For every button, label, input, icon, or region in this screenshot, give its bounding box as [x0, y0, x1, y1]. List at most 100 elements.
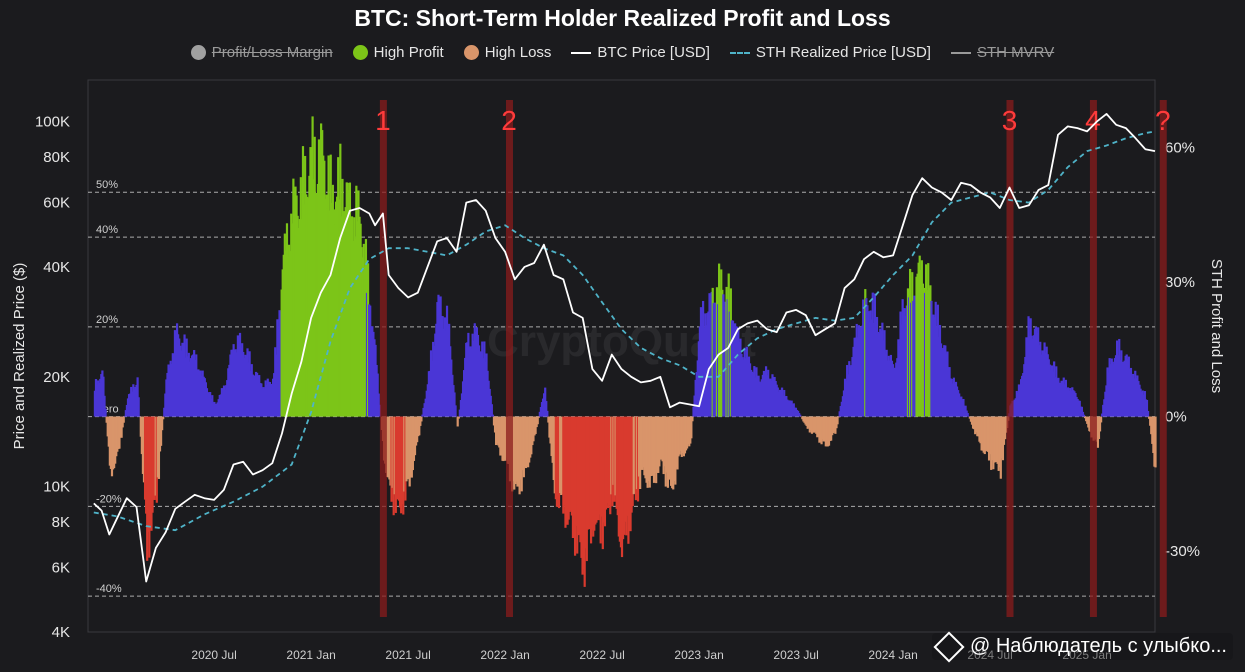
pl-margin-bar — [453, 392, 456, 417]
legend-label: Profit/Loss Margin — [211, 44, 333, 61]
pl-margin-bar — [137, 397, 140, 417]
percent-gridline-label: 40% — [96, 224, 118, 236]
legend-line-icon — [571, 51, 592, 54]
pl-margin-bar — [104, 408, 107, 417]
pl-margin-bar — [545, 401, 548, 417]
event-marker-band — [379, 100, 387, 617]
pl-margin-bar — [456, 416, 459, 427]
x-tick-label: 2021 Jan — [286, 648, 335, 662]
source-watermark: @ Наблюдатель с улыбко... — [932, 630, 1233, 663]
event-marker-label: ? — [1155, 105, 1171, 136]
percent-gridline-label: -40% — [96, 583, 122, 595]
pl-margin-bar — [136, 377, 139, 417]
pl-margin-bar — [122, 416, 125, 423]
pl-margin-bar — [1082, 414, 1086, 417]
pl-margin-bar — [378, 404, 381, 417]
pl-margin-bar — [690, 416, 693, 439]
y-left-tick-label: 100K — [35, 114, 70, 131]
pl-margin-bar — [966, 413, 969, 417]
pl-margin-bar — [836, 416, 839, 425]
legend-item-sth-realized[interactable]: STH Realized Price [USD] — [729, 44, 931, 61]
legend-label: BTC Price [USD] — [597, 44, 710, 61]
watermark-text: @ Наблюдатель с улыбко... — [970, 635, 1227, 657]
pl-margin-bar — [536, 416, 539, 425]
y-right-axis-title: STH Profit and Loss — [1208, 259, 1225, 393]
legend-label: High Loss — [484, 44, 552, 61]
pl-margin-bar — [161, 416, 164, 431]
pl-margin-bar — [457, 416, 460, 419]
y-right-tick-label: -30% — [1165, 543, 1200, 560]
pl-margin-bar — [546, 410, 549, 417]
percent-gridline-label: -20% — [96, 493, 122, 505]
legend-dash-icon — [729, 51, 750, 54]
x-tick-label: 2021 Jul — [385, 648, 430, 662]
y-right-tick-label: 30% — [1165, 274, 1195, 291]
legend-item-sth-mvrv[interactable]: STH MVRV — [950, 44, 1055, 61]
y-left-tick-label: 20K — [43, 369, 70, 386]
event-marker-label: 1 — [375, 105, 391, 136]
legend-line-icon — [950, 51, 971, 54]
y-left-tick-label: 80K — [43, 149, 70, 166]
legend-item-high-profit[interactable]: High Profit — [352, 44, 444, 61]
x-tick-label: 2025 Jan — [1062, 648, 1111, 662]
x-tick-label: 2023 Jan — [674, 648, 723, 662]
pl-margin-bar — [162, 416, 165, 420]
pl-margin-bar — [1098, 416, 1102, 432]
pl-margin-bar — [1146, 411, 1150, 417]
y-left-tick-label: 8K — [52, 514, 70, 531]
legend-label: STH Realized Price [USD] — [755, 44, 931, 61]
y-left-tick-label: 60K — [43, 195, 70, 212]
btc-price-line — [93, 113, 1156, 583]
legend-label: High Profit — [373, 44, 444, 61]
pl-margin-bar — [1154, 416, 1157, 468]
pl-margin-bar — [1145, 399, 1149, 417]
y-right-tick-label: 60% — [1165, 139, 1195, 156]
pl-margin-bar — [1100, 416, 1103, 423]
pl-margin-bar — [691, 416, 694, 422]
event-marker-band — [1089, 100, 1097, 617]
x-tick-label: 2022 Jan — [480, 648, 529, 662]
percent-gridline-label: 20% — [96, 314, 118, 326]
y-left-tick-label: 40K — [43, 259, 70, 276]
y-left-tick-label: 10K — [43, 479, 70, 496]
pl-margin-bar — [1081, 411, 1085, 417]
percent-gridline-label: 50% — [96, 179, 118, 191]
legend-item-pl-margin[interactable]: Profit/Loss Margin — [190, 44, 333, 61]
event-marker-label: 3 — [1002, 105, 1018, 136]
pl-margin-bar — [490, 404, 493, 417]
x-tick-label: 2023 Jul — [773, 648, 818, 662]
y-left-axis-title: Price and Realized Price ($) — [11, 263, 28, 450]
plot-frame — [87, 79, 1156, 633]
event-marker-band — [505, 100, 513, 617]
x-tick-label: 2024 Jan — [868, 648, 917, 662]
chart-title: BTC: Short-Term Holder Realized Profit a… — [354, 5, 891, 31]
y-right-tick-label: 0% — [1165, 409, 1187, 426]
sth-realized-price-line — [93, 130, 1156, 532]
chart-legend: Profit/Loss Margin High Profit High Loss… — [0, 44, 1245, 61]
legend-item-high-loss[interactable]: High Loss — [463, 44, 552, 61]
x-tick-label: 2024 Jul — [967, 648, 1012, 662]
x-tick-label: 2020 Jul — [191, 648, 236, 662]
legend-swatch-icon — [463, 45, 479, 60]
pl-margin-bar — [418, 416, 421, 436]
pl-margin-bar — [491, 414, 495, 417]
pl-margin-bar — [159, 416, 163, 446]
y-left-tick-label: 4K — [52, 624, 70, 641]
legend-swatch-icon — [352, 45, 368, 60]
legend-swatch-icon — [190, 45, 206, 60]
pl-margin-bar — [420, 416, 423, 422]
legend-item-btc-price[interactable]: BTC Price [USD] — [571, 44, 710, 61]
event-marker-band — [1006, 100, 1014, 617]
pl-margin-bar — [837, 416, 840, 418]
pl-margin-bar — [799, 414, 802, 417]
event-marker-band — [1159, 100, 1167, 617]
legend-label: STH MVRV — [976, 44, 1055, 61]
event-marker-label: 2 — [501, 105, 517, 136]
binance-icon — [933, 630, 965, 663]
pl-margin-bar — [103, 395, 106, 417]
pl-margin-bar — [454, 405, 457, 417]
pl-margin-bar — [537, 416, 540, 418]
pl-margin-bar — [1080, 406, 1083, 417]
x-tick-label: 2022 Jul — [579, 648, 624, 662]
